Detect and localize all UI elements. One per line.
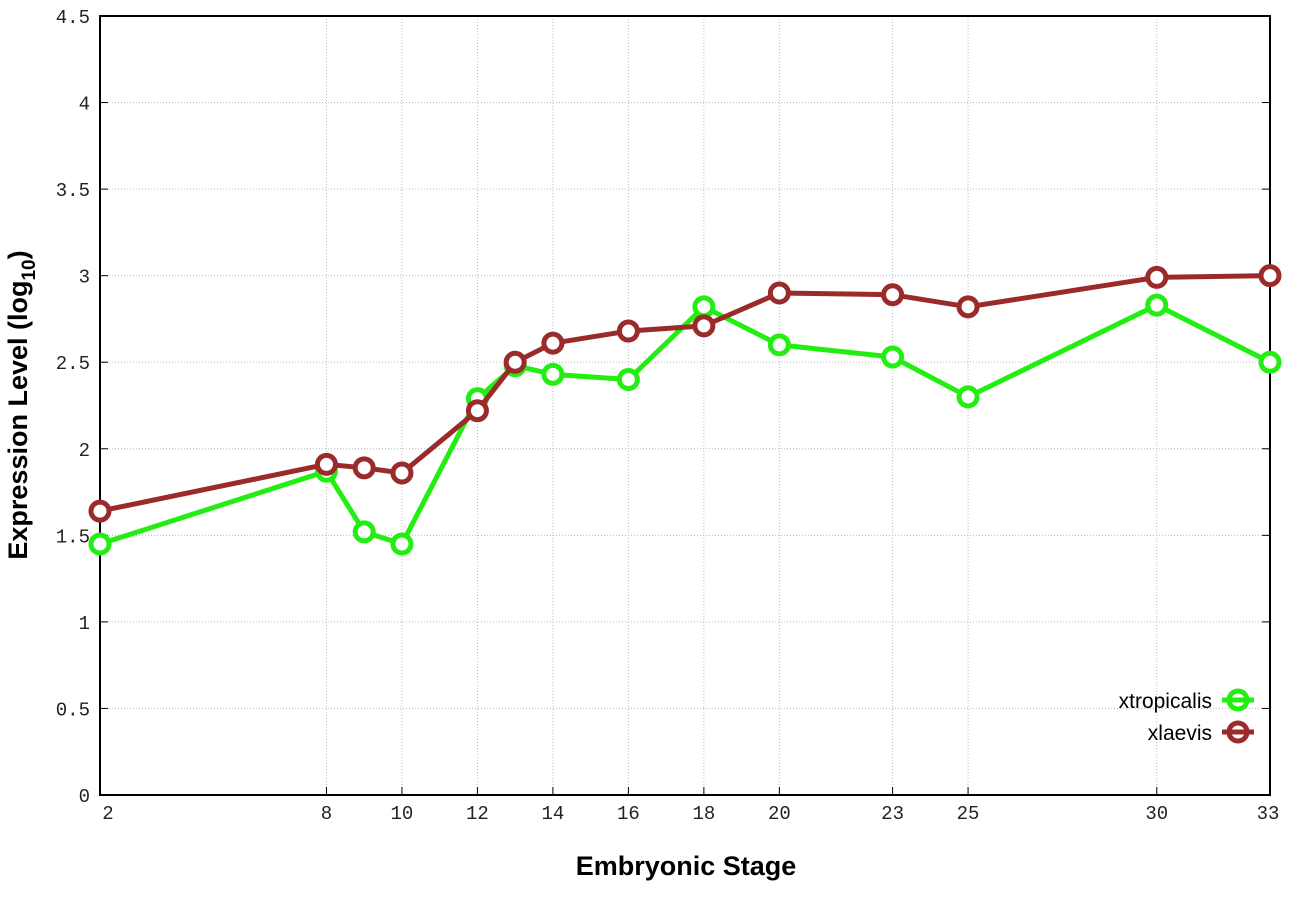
data-point <box>616 368 640 392</box>
x-tick-label: 10 <box>391 803 414 825</box>
y-axis-label: Expression Level (log10) <box>3 250 40 559</box>
x-axis-ticks: 2 8 10 12 14 16 18 20 23 25 30 33 <box>102 787 1279 825</box>
data-point <box>88 499 112 523</box>
x-tick-label: 30 <box>1145 803 1168 825</box>
series-group <box>88 264 1282 556</box>
x-axis-label: Embryonic Stage <box>576 851 797 881</box>
data-point <box>541 362 565 386</box>
y-tick-label: 4.5 <box>56 7 90 29</box>
data-point <box>465 399 489 423</box>
data-point <box>88 532 112 556</box>
y-axis-ticks: 0 0.5 1 1.5 2 2.5 3 3.5 4 4.5 <box>56 7 1270 808</box>
x-tick-label: 18 <box>692 803 715 825</box>
data-point <box>314 452 338 476</box>
x-tick-label: 16 <box>617 803 640 825</box>
legend-marker <box>1226 688 1250 712</box>
grid <box>100 16 1270 795</box>
y-tick-label: 3.5 <box>56 180 90 202</box>
series-line <box>99 302 1272 547</box>
legend: xtropicalis xlaevis <box>1119 688 1254 745</box>
x-tick-label: 23 <box>881 803 904 825</box>
y-tick-label: 1.5 <box>56 526 90 548</box>
series-line <box>99 273 1271 514</box>
plot-frame <box>99 15 1271 796</box>
series-xtropicalis <box>88 293 1282 556</box>
y-tick-label: 4 <box>79 94 90 116</box>
x-tick-label: 25 <box>957 803 980 825</box>
y-tick-label: 3 <box>79 267 90 289</box>
y-tick-label: 2.5 <box>56 353 90 375</box>
data-point <box>881 345 905 369</box>
data-point <box>1258 264 1282 288</box>
x-tick-label: 33 <box>1257 803 1280 825</box>
data-point <box>503 350 527 374</box>
data-point <box>352 456 376 480</box>
data-point <box>881 283 905 307</box>
x-tick-label: 2 <box>102 803 113 825</box>
legend-label: xtropicalis <box>1119 690 1212 713</box>
data-point <box>390 461 414 485</box>
x-tick-label: 8 <box>321 803 332 825</box>
y-tick-label: 0 <box>79 786 90 808</box>
x-tick-label: 20 <box>768 803 791 825</box>
x-tick-label: 12 <box>466 803 489 825</box>
x-tick-label: 14 <box>541 803 564 825</box>
data-point <box>956 385 980 409</box>
y-tick-label: 1 <box>79 613 90 635</box>
data-point <box>956 295 980 319</box>
data-point <box>767 281 791 305</box>
data-point <box>767 333 791 357</box>
data-point <box>692 295 716 319</box>
y-tick-label: 2 <box>79 440 90 462</box>
data-point <box>390 532 414 556</box>
data-point <box>616 319 640 343</box>
data-point <box>541 331 565 355</box>
legend-marker <box>1226 720 1250 744</box>
series-xlaevis <box>88 264 1282 523</box>
data-point <box>1258 350 1282 374</box>
data-point <box>1145 265 1169 289</box>
data-point <box>692 314 716 338</box>
data-point <box>352 520 376 544</box>
y-tick-label: 0.5 <box>56 699 90 721</box>
legend-label: xlaevis <box>1148 722 1212 745</box>
data-point <box>1145 293 1169 317</box>
